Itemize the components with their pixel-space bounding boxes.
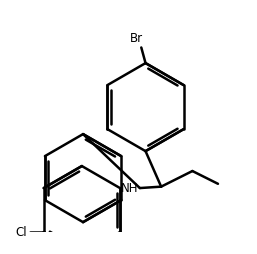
Text: NH: NH (121, 182, 139, 195)
Text: Cl: Cl (15, 226, 27, 239)
Text: Br: Br (130, 32, 143, 45)
